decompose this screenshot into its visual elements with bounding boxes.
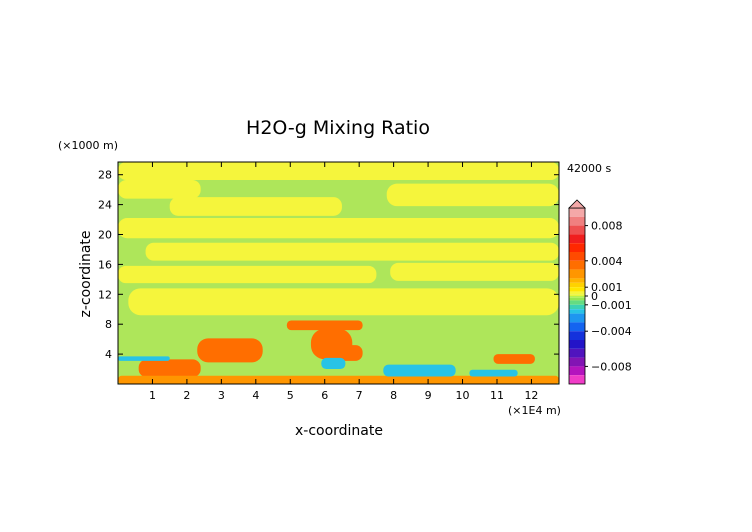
colorbar-label: 0.004 [591,255,623,268]
field-region [118,162,559,180]
field-region [118,375,559,384]
colorbar-segment [569,313,585,323]
colorbar-segment [569,297,585,301]
x-tick-label: 8 [390,389,397,402]
x-tick-label: 9 [425,389,432,402]
field-region [145,242,559,261]
colorbar-segment [569,278,585,283]
x-tick-label: 5 [287,389,294,402]
chart-title: H2O-g Mixing Ratio [246,117,430,139]
colorbar-segment [569,216,585,226]
colorbar-label: 0.008 [591,220,623,233]
field-region [390,262,559,281]
colorbar-segment [569,282,585,288]
colorbar-segment [569,225,585,235]
colorbar-overflow-arrow [568,199,586,209]
field-region [383,364,456,377]
colorbar-segment [569,322,585,332]
y-tick-label: 16 [98,258,112,271]
colorbar-segment [569,296,585,298]
field-region [335,345,363,361]
time-label: 42000 s [567,162,611,175]
plot-frame [117,161,560,385]
field-region [118,179,201,199]
field-region [321,357,346,370]
colorbar-segment [569,340,585,349]
y-tick-label: 12 [98,288,112,301]
field-region [169,197,342,216]
x-tick-label: 7 [356,389,363,402]
field-region [128,288,559,316]
y-tick-label: 24 [98,199,112,212]
y-tick-label: 20 [98,229,112,242]
colorbar-segment [569,291,585,295]
colorbar-label: −0.001 [591,299,632,312]
colorbar-label: −0.008 [591,360,632,373]
field-region [493,354,535,364]
x-tick-label: 2 [183,389,190,402]
x-tick-label: 6 [321,389,328,402]
y-tick-label: 4 [105,348,112,361]
colorbar-segment [569,269,585,279]
field-region [138,359,201,378]
colorbar-segment [569,366,585,376]
field-region [197,338,263,363]
x-tick-label: 10 [456,389,470,402]
x-axis-ticks: 1 2 3 4 5 6 7 8 9 10 11 12 [149,162,538,402]
colorbar-segment [569,304,585,310]
colorbar-label: 0 [591,290,598,303]
colorbar-segment [569,243,585,252]
x-tick-label: 4 [252,389,259,402]
colorbar-segment [569,260,585,270]
y-tick-label: 8 [105,318,112,331]
y-tick-label: 28 [98,169,112,182]
field-region [469,369,518,377]
field-region [386,183,559,207]
x-tick-label: 3 [218,389,225,402]
x-tick-label: 1 [149,389,156,402]
colorbar-segment [569,357,585,367]
colorbar-segment [569,287,585,292]
colorbar-segment [569,348,585,358]
x-tick-label: 12 [524,389,538,402]
heatmap-field [118,162,559,384]
x-axis-unit: (×1E4 m) [508,404,561,417]
colorbar-segment [569,252,585,261]
colorbar-label: −0.004 [591,325,632,338]
field-region [118,218,559,239]
colorbar-segment [569,294,585,296]
field-region [118,356,170,361]
colorbar-segment [569,300,585,305]
colorbar-label: 0.001 [591,281,623,294]
x-tick-label: 11 [490,389,504,402]
field-region [118,265,377,284]
colorbar-segment [569,331,585,340]
colorbar-segment [569,234,585,244]
y-axis-unit: (×1000 m) [58,139,118,152]
y-axis-label: z-coordinate [78,230,94,317]
colorbar-segment [569,375,585,384]
colorbar-segment [569,208,585,217]
colorbar-segment [569,309,585,314]
y-axis-ticks: 4 8 12 16 20 24 28 [98,169,559,361]
field-region [286,320,363,331]
x-axis-label: x-coordinate [295,423,383,439]
